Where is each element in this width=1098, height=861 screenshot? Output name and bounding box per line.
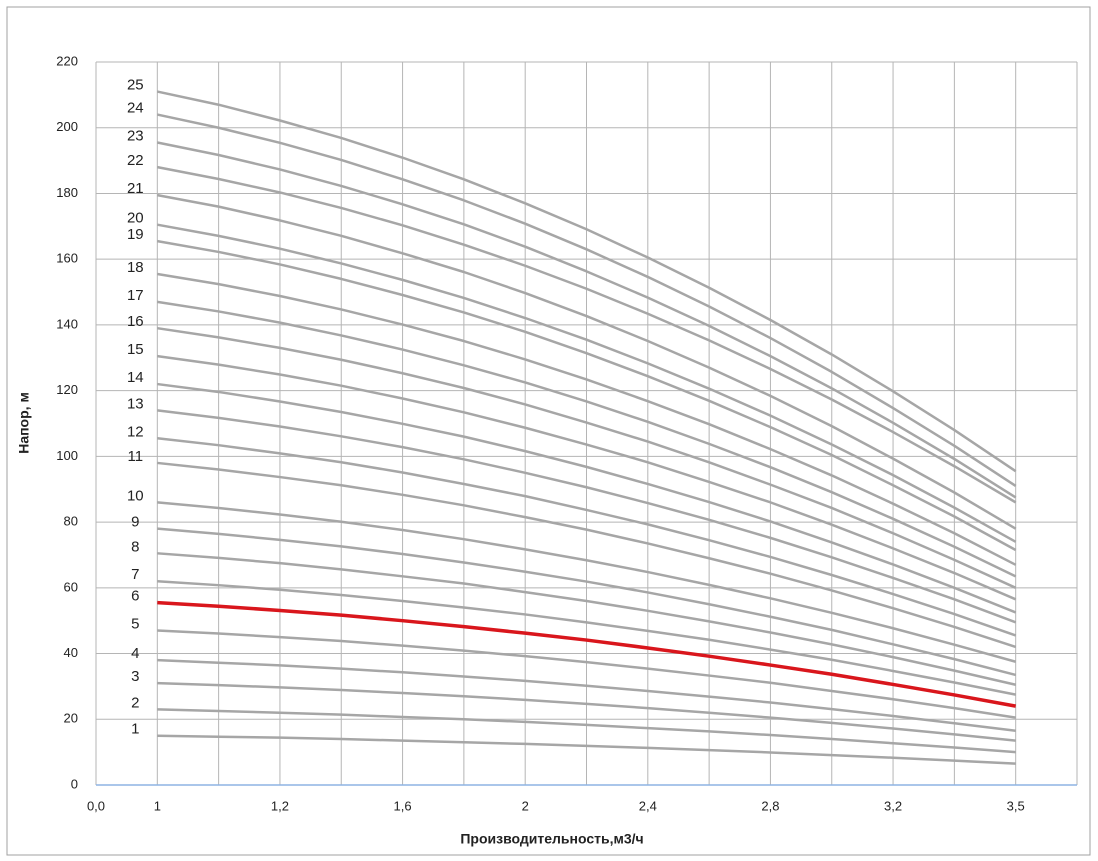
series-label: 23 bbox=[127, 127, 144, 144]
y-tick-label: 140 bbox=[56, 316, 78, 331]
series-line bbox=[157, 382, 1017, 614]
series-line bbox=[157, 501, 1017, 663]
y-tick-label: 40 bbox=[64, 645, 78, 660]
y-tick-label: 0 bbox=[71, 776, 78, 791]
series-label: 2 bbox=[131, 694, 139, 711]
y-tick-label: 200 bbox=[56, 119, 78, 134]
x-axis-title: Производительность,м3/ч bbox=[460, 831, 643, 847]
series-line bbox=[157, 437, 1017, 637]
series-label: 14 bbox=[127, 369, 144, 386]
series-label: 5 bbox=[131, 616, 139, 633]
series-label: 4 bbox=[131, 645, 139, 662]
series-label: 6 bbox=[131, 588, 139, 605]
series-line bbox=[157, 165, 1017, 504]
y-tick-label: 80 bbox=[64, 514, 78, 529]
series-line bbox=[157, 461, 1017, 649]
series-line bbox=[157, 708, 1016, 754]
y-axis-title: Напор, м bbox=[16, 392, 32, 454]
series-label: 18 bbox=[127, 259, 144, 276]
series-line bbox=[157, 527, 1017, 677]
y-tick-label: 160 bbox=[56, 251, 78, 266]
series-line bbox=[157, 681, 1016, 742]
y-tick-label: 100 bbox=[56, 448, 78, 463]
x-tick-label: 1,2 bbox=[271, 798, 289, 813]
series-label: 19 bbox=[127, 226, 144, 243]
x-tick-label: 3,5 bbox=[1007, 798, 1025, 813]
series-label: 21 bbox=[127, 180, 144, 197]
y-tick-label: 180 bbox=[56, 185, 78, 200]
y-tick-label: 60 bbox=[64, 579, 78, 594]
y-tick-label: 220 bbox=[56, 53, 78, 68]
x-tick-label: 2 bbox=[522, 798, 529, 813]
series-label: 20 bbox=[127, 210, 144, 227]
series-line bbox=[157, 734, 1016, 765]
series-label: 10 bbox=[127, 487, 144, 504]
series-line bbox=[157, 409, 1017, 624]
series-line bbox=[157, 113, 1017, 487]
x-tick-label: 2,8 bbox=[761, 798, 779, 813]
series-line bbox=[157, 552, 1016, 686]
series-label: 7 bbox=[131, 566, 139, 583]
series-label: 8 bbox=[131, 538, 139, 555]
series-label: 16 bbox=[127, 313, 144, 330]
series-label: 17 bbox=[127, 287, 144, 304]
y-tick-label: 120 bbox=[56, 382, 78, 397]
series-line bbox=[157, 658, 1016, 733]
series-line bbox=[157, 223, 1017, 543]
series-line bbox=[157, 272, 1017, 566]
series-line bbox=[157, 629, 1016, 719]
x-tick-label: 0,0 bbox=[87, 798, 105, 813]
series-line bbox=[157, 600, 1017, 708]
x-tick-label: 1,6 bbox=[394, 798, 412, 813]
series-label: 25 bbox=[127, 77, 144, 94]
x-tick-label: 1 bbox=[154, 798, 161, 813]
series-label: 9 bbox=[131, 514, 139, 531]
series-line bbox=[157, 141, 1017, 499]
series-label: 11 bbox=[128, 448, 144, 465]
series-line bbox=[157, 354, 1017, 601]
series-label: 1 bbox=[131, 721, 139, 738]
series-label: 24 bbox=[127, 100, 144, 117]
series-line bbox=[157, 300, 1017, 578]
series-label: 15 bbox=[127, 341, 144, 358]
series-line bbox=[157, 193, 1017, 530]
frame bbox=[6, 6, 1091, 856]
series-label: 3 bbox=[131, 668, 139, 685]
series-line bbox=[157, 579, 1016, 696]
series-label: 22 bbox=[127, 152, 144, 169]
x-tick-label: 3,2 bbox=[884, 798, 902, 813]
series-line bbox=[157, 326, 1017, 589]
series-line bbox=[157, 239, 1017, 552]
series-label: 12 bbox=[127, 423, 144, 440]
x-tick-label: 2,4 bbox=[639, 798, 657, 813]
series-line bbox=[157, 90, 1017, 473]
y-tick-label: 20 bbox=[64, 711, 78, 726]
series-label: 13 bbox=[127, 395, 144, 412]
